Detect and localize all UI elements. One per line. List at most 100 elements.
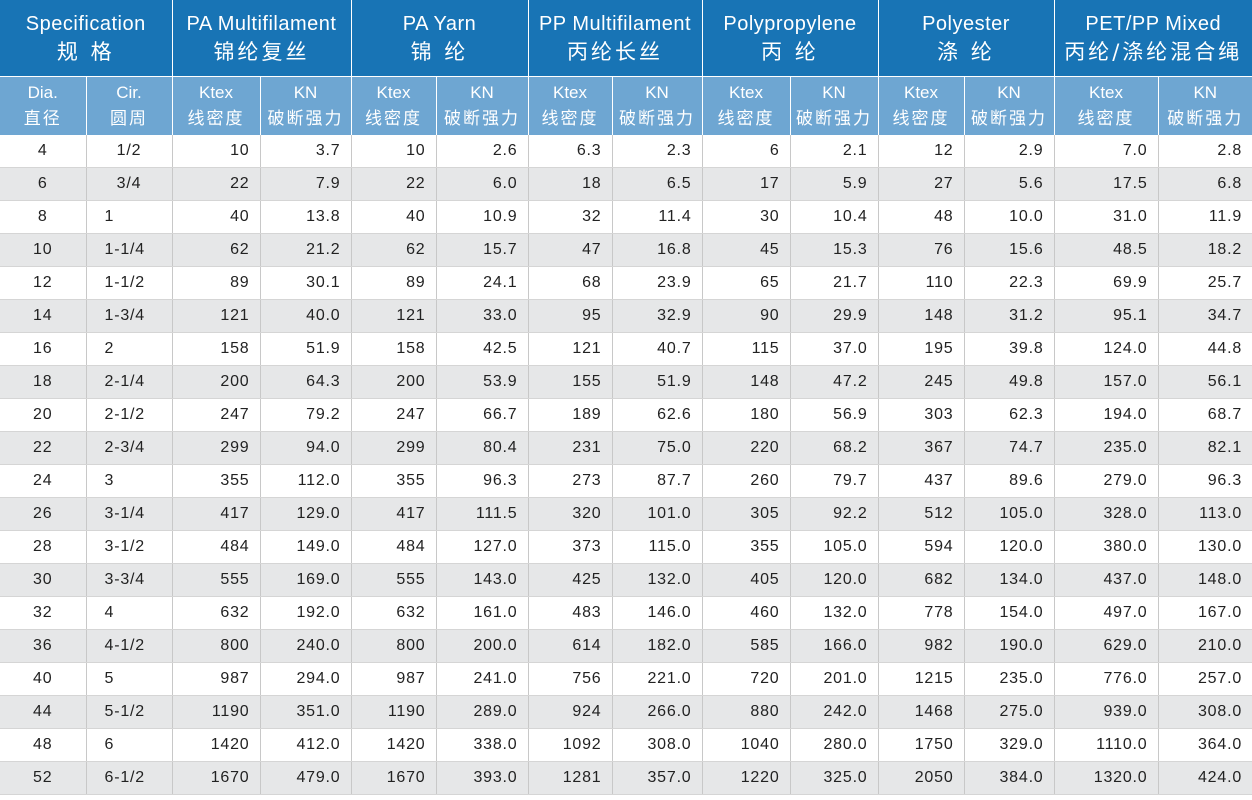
kn-cell: 479.0 [260, 761, 352, 795]
ktex-cell: 68 [528, 266, 613, 300]
ktex-cell: 115 [702, 332, 791, 366]
subheader-en: KN [293, 83, 318, 102]
kn-cell: 351.0 [260, 695, 352, 729]
subheader-en: Dia. [27, 83, 58, 102]
circumference-cell: 3-1/2 [86, 530, 173, 564]
kn-cell: 325.0 [790, 761, 879, 795]
ktex-cell: 231 [528, 431, 613, 465]
ktex-cell: 17.5 [1054, 167, 1159, 201]
kn-cell: 82.1 [1158, 431, 1252, 465]
ktex-cell: 417 [172, 497, 261, 531]
ktex-cell: 148 [878, 299, 965, 333]
diameter-cell: 32 [0, 596, 87, 630]
kn-cell: 31.2 [964, 299, 1055, 333]
diameter-cell: 48 [0, 728, 87, 762]
kn-cell: 11.9 [1158, 200, 1252, 234]
subheader-cn: 破断强力 [971, 109, 1048, 129]
diameter-cell: 20 [0, 398, 87, 432]
kn-cell: 2.3 [612, 135, 703, 168]
subheader-cn: 线密度 [1077, 109, 1135, 129]
ktex-cell: 299 [172, 431, 261, 465]
ktex-cell: 987 [351, 662, 437, 696]
ktex-cell: 1420 [172, 728, 261, 762]
ktex-cell: 220 [702, 431, 791, 465]
table-row: 8 1 40 13.8 40 10.9 32 11.4 30 10.4 48 10.0 31.0 11.9 [0, 200, 1252, 234]
ktex-cell: 6 [702, 135, 791, 168]
kn-cell: 127.0 [436, 530, 529, 564]
ktex-cell: 76 [878, 233, 965, 267]
kn-cell: 384.0 [964, 761, 1055, 795]
ktex-cell: 279.0 [1054, 464, 1159, 498]
subheader-cell: Ktex 线密度 [702, 76, 791, 135]
subheader-cell: KN 破断强力 [436, 76, 529, 135]
subheader-cn: 圆周 [110, 109, 148, 129]
subheader-cell: KN 破断强力 [1158, 76, 1252, 135]
ktex-cell: 1220 [702, 761, 791, 795]
group-header-pa-yarn: PA Yarn 锦 纶 [351, 0, 529, 77]
kn-cell: 166.0 [790, 629, 879, 663]
ktex-cell: 405 [702, 563, 791, 597]
kn-cell: 22.3 [964, 266, 1055, 300]
ktex-cell: 483 [528, 596, 613, 630]
group-header-cn: 丙纶/涤纶混合绳 [1064, 40, 1243, 64]
table-row: 20 2-1/2 247 79.2 247 66.7 189 62.6 180 56.9 303 62… [0, 398, 1252, 432]
group-header-cn: 锦纶复丝 [213, 40, 310, 64]
circumference-cell: 1-1/4 [86, 233, 173, 267]
ktex-cell: 1190 [351, 695, 437, 729]
ktex-cell: 48 [878, 200, 965, 234]
group-header-pa-multifilament: PA Multifilament 锦纶复丝 [172, 0, 352, 77]
kn-cell: 148.0 [1158, 563, 1252, 597]
ktex-cell: 682 [878, 563, 965, 597]
kn-cell: 94.0 [260, 431, 352, 465]
ktex-cell: 22 [351, 167, 437, 201]
ktex-cell: 355 [351, 464, 437, 498]
ktex-cell: 273 [528, 464, 613, 498]
kn-cell: 62.3 [964, 398, 1055, 432]
ktex-cell: 299 [351, 431, 437, 465]
ktex-cell: 89 [172, 266, 261, 300]
ktex-cell: 194.0 [1054, 398, 1159, 432]
kn-cell: 56.1 [1158, 365, 1252, 399]
kn-cell: 241.0 [436, 662, 529, 696]
ktex-cell: 1670 [172, 761, 261, 795]
ktex-cell: 778 [878, 596, 965, 630]
ktex-cell: 110 [878, 266, 965, 300]
kn-cell: 23.9 [612, 266, 703, 300]
ktex-cell: 484 [172, 530, 261, 564]
kn-cell: 132.0 [790, 596, 879, 630]
ktex-cell: 632 [351, 596, 437, 630]
kn-cell: 21.7 [790, 266, 879, 300]
kn-cell: 201.0 [790, 662, 879, 696]
table-row: 40 5 987 294.0 987 241.0 756 221.0 720 201.0 1215 2… [0, 662, 1252, 696]
kn-cell: 79.7 [790, 464, 879, 498]
ktex-cell: 121 [528, 332, 613, 366]
kn-cell: 275.0 [964, 695, 1055, 729]
table-body: 4 1/2 10 3.7 10 2.6 6.3 2.3 6 2.1 12 2.9 7.0 2.8 6 3/4 2… [0, 135, 1252, 795]
kn-cell: 24.1 [436, 266, 529, 300]
subheader-en: KN [645, 83, 669, 102]
ktex-cell: 195 [878, 332, 965, 366]
table-row: 36 4-1/2 800 240.0 800 200.0 614 182.0 585 166.0 9… [0, 629, 1252, 663]
ktex-cell: 417 [351, 497, 437, 531]
kn-cell: 7.9 [260, 167, 352, 201]
kn-cell: 169.0 [260, 563, 352, 597]
ktex-cell: 95.1 [1054, 299, 1159, 333]
kn-cell: 13.8 [260, 200, 352, 234]
kn-cell: 51.9 [260, 332, 352, 366]
circumference-cell: 1-3/4 [86, 299, 173, 333]
ktex-cell: 305 [702, 497, 791, 531]
kn-cell: 15.6 [964, 233, 1055, 267]
kn-cell: 338.0 [436, 728, 529, 762]
kn-cell: 53.9 [436, 365, 529, 399]
ktex-cell: 31.0 [1054, 200, 1159, 234]
group-header-en: PA Multifilament [186, 13, 337, 35]
ktex-cell: 437 [878, 464, 965, 498]
ktex-cell: 939.0 [1054, 695, 1159, 729]
ktex-cell: 614 [528, 629, 613, 663]
kn-cell: 134.0 [964, 563, 1055, 597]
ktex-cell: 40 [351, 200, 437, 234]
kn-cell: 129.0 [260, 497, 352, 531]
diameter-cell: 4 [0, 135, 87, 168]
table-row: 44 5-1/2 1190 351.0 1190 289.0 924 266.0 880 242.… [0, 695, 1252, 729]
